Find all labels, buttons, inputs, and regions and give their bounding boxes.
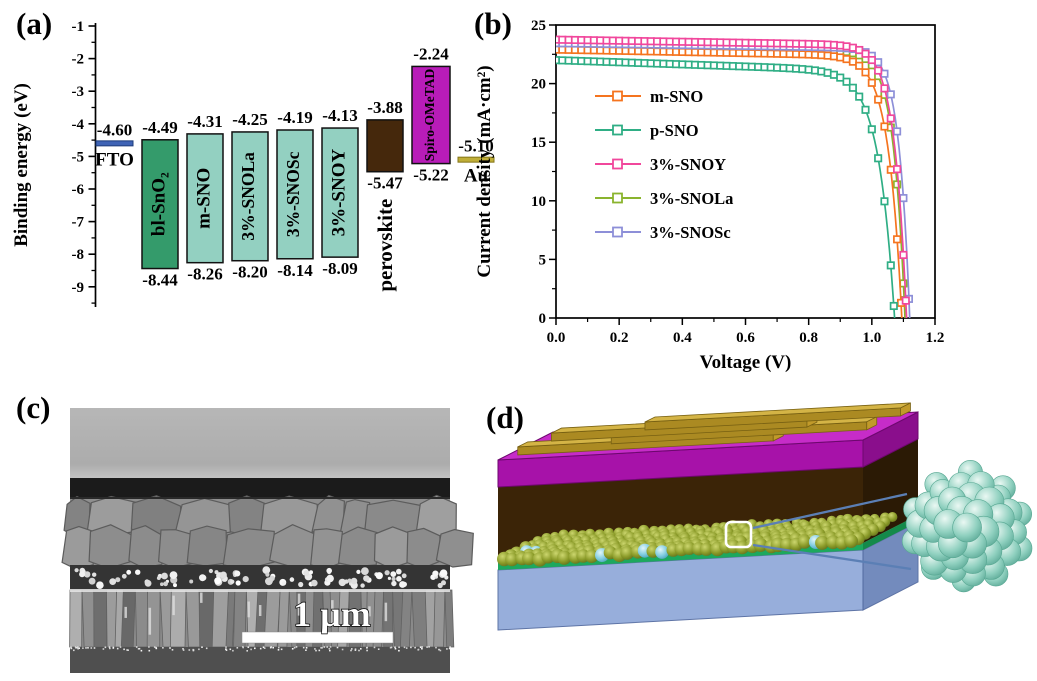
- svg-text:25: 25: [531, 18, 546, 34]
- panel-d-label: (d): [486, 400, 524, 435]
- svg-text:-8.14: -8.14: [277, 261, 313, 280]
- svg-text:bl-SnO₂: bl-SnO₂: [148, 172, 169, 236]
- legend: m-SNO p-SNO 3%-SNOY 3%-SNOLa 3%-SNOSc: [595, 87, 733, 242]
- svg-text:-5: -5: [72, 149, 85, 165]
- svg-text:-3.88: -3.88: [367, 98, 402, 117]
- svg-text:-2: -2: [72, 52, 85, 68]
- svg-text:0.0: 0.0: [547, 330, 566, 346]
- svg-text:-4.49: -4.49: [142, 118, 177, 137]
- svg-text:0.4: 0.4: [673, 330, 692, 346]
- svg-text:m-SNO: m-SNO: [193, 168, 214, 229]
- svg-text:-8.44: -8.44: [142, 271, 178, 290]
- svg-text:FTO: FTO: [95, 149, 134, 170]
- energy-level-diagram: -1 -2 -3 -4 -5 -6 -7 -8 -9 Binding energy (eV) -4.…: [11, 19, 495, 307]
- nanoparticle-cluster: [901, 459, 1033, 593]
- svg-text:-6: -6: [72, 182, 85, 198]
- svg-text:-8.09: -8.09: [322, 259, 357, 278]
- panel-c-label: (c): [16, 390, 51, 425]
- panel-b-xlabel: Voltage (V): [700, 352, 792, 373]
- device-schematic: [497, 402, 1033, 631]
- svg-text:Spiro-OMeTAD: Spiro-OMeTAD: [422, 69, 437, 162]
- panel-b-label: (b): [474, 6, 512, 41]
- svg-text:10: 10: [531, 194, 546, 210]
- svg-text:-4.31: -4.31: [187, 112, 222, 131]
- gold-electrodes: [517, 402, 911, 456]
- svg-text:3%-SNOY: 3%-SNOY: [328, 149, 349, 237]
- svg-text:-3: -3: [72, 84, 85, 100]
- sem-image: 1 μm: [61, 408, 474, 673]
- svg-text:-8.26: -8.26: [187, 265, 222, 284]
- zoom-callout-box: [724, 520, 753, 549]
- panel-a-ylabel: Binding energy (eV): [11, 83, 32, 247]
- svg-text:5: 5: [539, 252, 547, 268]
- svg-text:-5.10: -5.10: [458, 137, 493, 156]
- callout-line-top: [752, 492, 908, 530]
- svg-text:3%-SNOY: 3%-SNOY: [650, 155, 726, 174]
- svg-text:Au: Au: [464, 166, 489, 187]
- jv-curve-chart: 0.0 0.2 0.4 0.6 0.8 1.0 1.2 0 5 10 15 20 25 Voltage (…: [474, 18, 945, 373]
- svg-text:perovskite: perovskite: [373, 199, 397, 292]
- sem-scale-bar-label: 1 μm: [293, 594, 370, 634]
- svg-text:-4.13: -4.13: [322, 106, 357, 125]
- svg-text:1.2: 1.2: [926, 330, 945, 346]
- svg-text:-4.60: -4.60: [97, 120, 132, 139]
- svg-text:p-SNO: p-SNO: [650, 121, 699, 140]
- svg-text:m-SNO: m-SNO: [650, 87, 703, 106]
- svg-text:3%-SNOSc: 3%-SNOSc: [283, 151, 303, 237]
- svg-text:3%-SNOLa: 3%-SNOLa: [238, 152, 258, 241]
- svg-text:0.2: 0.2: [610, 330, 629, 346]
- svg-text:-8: -8: [72, 247, 85, 263]
- callout-line-bottom: [752, 543, 912, 571]
- svg-text:-9: -9: [72, 280, 85, 296]
- svg-text:3%-SNOLa: 3%-SNOLa: [650, 189, 733, 208]
- svg-text:-7: -7: [72, 215, 85, 231]
- panel-b-ylabel: Current density (mA·cm²): [474, 65, 495, 277]
- svg-text:0.8: 0.8: [799, 330, 818, 346]
- svg-text:15: 15: [531, 135, 546, 151]
- svg-text:3%-SNOSc: 3%-SNOSc: [650, 223, 731, 242]
- svg-text:0: 0: [539, 311, 547, 327]
- svg-text:-4.19: -4.19: [277, 108, 312, 127]
- svg-text:1.0: 1.0: [862, 330, 881, 346]
- svg-text:-5.47: -5.47: [367, 174, 403, 193]
- svg-text:-2.24: -2.24: [413, 44, 449, 63]
- svg-text:-8.20: -8.20: [232, 263, 267, 282]
- svg-text:-1: -1: [72, 19, 85, 35]
- sem-cross-section-image: 1 μm: [61, 408, 474, 673]
- svg-text:0.6: 0.6: [736, 330, 755, 346]
- svg-text:-5.22: -5.22: [413, 166, 448, 185]
- svg-text:-4.25: -4.25: [232, 110, 267, 129]
- svg-text:-4: -4: [72, 117, 85, 133]
- panel-a-label: (a): [16, 6, 53, 41]
- svg-text:20: 20: [531, 77, 546, 93]
